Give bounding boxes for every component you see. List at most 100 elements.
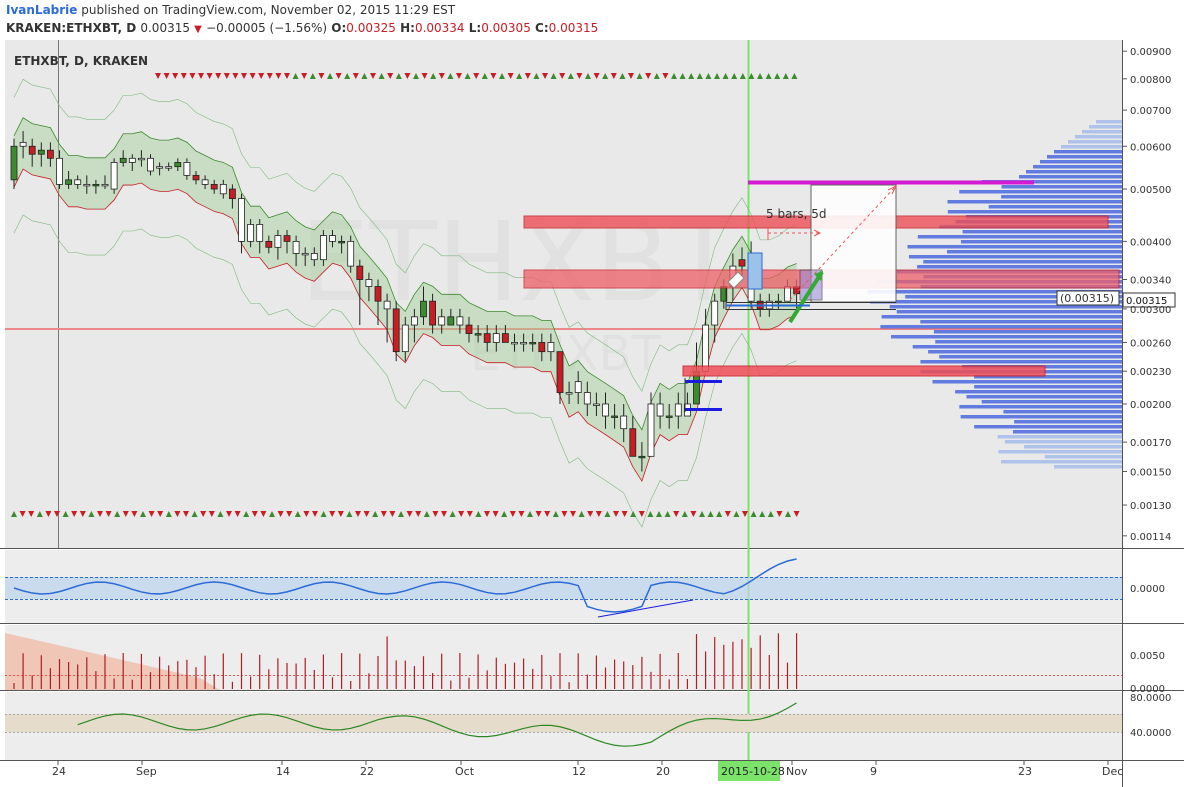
candle[interactable]: [301, 253, 309, 256]
candle[interactable]: [201, 179, 209, 185]
candle[interactable]: [665, 415, 673, 418]
candle[interactable]: [547, 342, 555, 353]
candle[interactable]: [265, 240, 273, 248]
candle[interactable]: [47, 149, 54, 159]
candle[interactable]: [347, 240, 355, 267]
candle[interactable]: [438, 316, 446, 326]
candle[interactable]: [256, 224, 264, 242]
candle[interactable]: [702, 324, 709, 372]
candle[interactable]: [429, 300, 437, 326]
candle[interactable]: [538, 342, 546, 353]
candle[interactable]: [247, 224, 255, 242]
candle[interactable]: [65, 179, 72, 185]
up-marker: [552, 511, 559, 517]
candle[interactable]: [565, 392, 573, 395]
candle[interactable]: [674, 403, 682, 417]
candle[interactable]: [583, 392, 591, 405]
candle[interactable]: [28, 145, 36, 155]
candle[interactable]: [101, 183, 109, 187]
main-panel[interactable]: [5, 40, 1122, 548]
price-axis[interactable]: 0.00900 0.00800 0.00700 0.00600 0.00500 0.004…: [1122, 47, 1171, 543]
candle[interactable]: [501, 333, 509, 343]
candle[interactable]: [401, 324, 409, 353]
candle[interactable]: [19, 141, 27, 147]
candle[interactable]: [10, 145, 18, 181]
candle[interactable]: [83, 183, 91, 187]
candle[interactable]: [520, 342, 527, 345]
price-chart[interactable]: ETHXBT ETHXBT ETHXBT, D, KRAKEN 5 bars, …: [0, 40, 1184, 787]
candle[interactable]: [174, 162, 182, 168]
down-marker: [174, 511, 181, 517]
projection-box[interactable]: [810, 184, 897, 303]
candle[interactable]: [147, 157, 154, 172]
candle[interactable]: [447, 316, 455, 326]
candle[interactable]: [338, 240, 346, 244]
candle[interactable]: [165, 166, 173, 169]
candle[interactable]: [365, 279, 373, 287]
candle[interactable]: [647, 403, 655, 457]
y-tick-label: 0.00400: [1130, 237, 1171, 248]
candle[interactable]: [711, 300, 719, 326]
candle[interactable]: [210, 183, 218, 190]
candle[interactable]: [410, 316, 418, 326]
candle[interactable]: [137, 157, 145, 161]
candle[interactable]: [383, 300, 391, 310]
up-marker: [681, 511, 688, 517]
candle[interactable]: [238, 198, 245, 242]
candle[interactable]: [74, 179, 82, 185]
up-marker: [688, 73, 695, 79]
candle[interactable]: [465, 324, 473, 334]
candle[interactable]: [274, 235, 282, 248]
candle[interactable]: [228, 188, 236, 200]
candle[interactable]: [483, 333, 491, 343]
zone-lower[interactable]: [682, 365, 1046, 377]
candle[interactable]: [329, 235, 336, 242]
candle[interactable]: [119, 157, 127, 163]
time-axis[interactable]: 24 Sep 14 22 Oct 12 20 Nov 9 23 Dec: [52, 761, 1123, 778]
candle[interactable]: [492, 333, 500, 343]
candle[interactable]: [37, 149, 45, 155]
candle[interactable]: [319, 235, 327, 261]
candle[interactable]: [629, 428, 637, 457]
candle[interactable]: [310, 253, 318, 261]
volume-profile-bar: [960, 415, 1122, 419]
candle[interactable]: [92, 183, 100, 187]
candle[interactable]: [374, 286, 382, 302]
candle[interactable]: [620, 415, 628, 430]
candle[interactable]: [456, 316, 464, 326]
author-link[interactable]: IvanLabrie: [6, 3, 78, 17]
candle[interactable]: [356, 265, 364, 280]
candle[interactable]: [283, 235, 291, 242]
candle[interactable]: [574, 381, 582, 393]
candle[interactable]: [156, 166, 164, 169]
candle[interactable]: [529, 342, 537, 345]
candle[interactable]: [511, 342, 518, 345]
candle[interactable]: [474, 333, 482, 336]
close-value: 0.00315: [548, 21, 599, 35]
candle[interactable]: [638, 455, 646, 459]
candle[interactable]: [656, 403, 664, 417]
candle[interactable]: [292, 240, 300, 254]
chart-header: IvanLabrie published on TradingView.com,…: [0, 0, 1184, 40]
candle[interactable]: [602, 403, 609, 417]
down-marker: [318, 73, 325, 79]
candle[interactable]: [110, 162, 118, 190]
candle[interactable]: [392, 308, 400, 353]
down-marker: [544, 511, 551, 517]
candle[interactable]: [183, 162, 191, 176]
down-marker: [690, 511, 697, 517]
down-marker: [613, 511, 619, 517]
candle[interactable]: [56, 157, 63, 185]
candle[interactable]: [192, 174, 200, 181]
candle[interactable]: [593, 403, 600, 406]
candle[interactable]: [128, 157, 136, 163]
candle[interactable]: [611, 415, 618, 418]
candle[interactable]: [420, 300, 427, 318]
projection-arrow: [789, 185, 897, 301]
up-marker: [327, 73, 333, 79]
price-axis-tag: [1122, 292, 1176, 308]
candle[interactable]: [738, 259, 746, 267]
candle[interactable]: [784, 286, 791, 302]
candle[interactable]: [556, 351, 564, 393]
candle[interactable]: [219, 183, 227, 195]
